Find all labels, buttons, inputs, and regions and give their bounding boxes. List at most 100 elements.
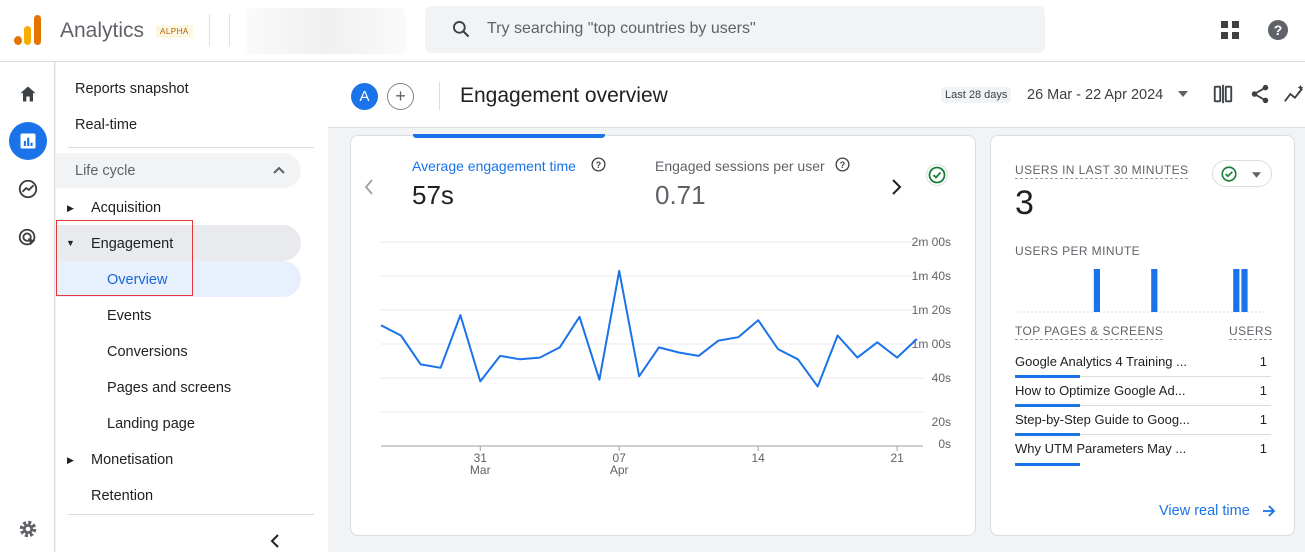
divider	[68, 147, 314, 148]
nav-acquisition[interactable]: Acquisition	[91, 200, 162, 216]
users-cell: 1	[1259, 441, 1267, 456]
page-title-cell: Google Analytics 4 Training ...	[1015, 354, 1187, 369]
divider	[68, 514, 314, 515]
y-tick-label: 40s	[932, 371, 951, 385]
lifecycle-section-header[interactable]: Life cycle	[56, 153, 301, 188]
home-icon	[20, 86, 36, 102]
y-tick-label: 1m 40s	[912, 269, 951, 283]
caret-right-icon[interactable]: ▶	[67, 203, 74, 213]
search-bar[interactable]	[425, 6, 1045, 53]
plus-icon: +	[395, 86, 406, 106]
caret-down-icon[interactable]	[1178, 91, 1188, 97]
add-comparison-button[interactable]: +	[387, 83, 414, 110]
side-nav: Reports snapshot Real-time Life cycle ▶ …	[56, 62, 328, 552]
alpha-badge: ALPHA	[156, 25, 193, 38]
minute-bar[interactable]	[1093, 269, 1100, 312]
divider	[209, 14, 210, 46]
insights-icon[interactable]	[1283, 83, 1305, 105]
collapse-chevron-left-icon[interactable]	[269, 534, 281, 548]
highlight-box	[56, 220, 193, 296]
users-30min-label: USERS IN LAST 30 MINUTES	[1015, 163, 1189, 179]
gear-icon	[19, 520, 37, 538]
x-tick-day: 14	[752, 451, 766, 465]
reports-button[interactable]	[9, 122, 47, 160]
left-rail	[0, 62, 55, 552]
minute-bar[interactable]	[1233, 269, 1240, 312]
minute-bar[interactable]	[1241, 269, 1248, 312]
table-row[interactable]: Why UTM Parameters May ... 1	[1015, 435, 1271, 466]
row-bar	[1015, 463, 1080, 466]
table-row[interactable]: How to Optimize Google Ad... 1	[1015, 377, 1271, 407]
x-tick-month: Apr	[610, 463, 629, 477]
share-icon[interactable]	[1249, 83, 1271, 105]
data-quality-check-icon[interactable]	[925, 163, 949, 187]
help-circle-icon[interactable]: ?	[591, 157, 606, 172]
top-pages-header: TOP PAGES & SCREENS	[1015, 324, 1164, 340]
comparison-avatar[interactable]: A	[351, 83, 378, 110]
y-tick-label: 1m 00s	[912, 337, 951, 351]
svg-text:?: ?	[1274, 22, 1283, 38]
apps-grid-icon[interactable]	[1218, 18, 1242, 42]
table-row[interactable]: Google Analytics 4 Training ... 1	[1015, 348, 1271, 378]
y-tick-label: 0s	[938, 437, 951, 451]
nav-retention[interactable]: Retention	[91, 488, 154, 504]
nav-overview[interactable]: Overview	[107, 272, 168, 288]
nav-overview-row[interactable]	[56, 261, 301, 297]
advertising-button[interactable]	[9, 219, 47, 257]
date-preset-label[interactable]: Last 28 days	[941, 87, 1012, 103]
caret-down-icon	[1252, 172, 1261, 178]
divider	[229, 14, 230, 46]
x-tick-day: 31	[474, 451, 488, 465]
row-bar	[1015, 375, 1080, 378]
page-title: Engagement overview	[460, 84, 668, 107]
divider	[439, 82, 440, 110]
analytics-logo-icon[interactable]	[14, 15, 42, 45]
view-realtime-link[interactable]: View real time	[1159, 503, 1276, 519]
nav-monetisation[interactable]: Monetisation	[91, 452, 174, 468]
engagement-chart-card: Average engagement time ? 57s Engaged se…	[350, 134, 976, 536]
series-line[interactable]	[380, 269, 918, 388]
nav-conversions[interactable]: Conversions	[107, 344, 188, 360]
nav-engagement-row[interactable]	[56, 225, 301, 261]
date-range[interactable]: 26 Mar - 22 Apr 2024	[1027, 87, 1164, 103]
x-tick-day: 07	[613, 451, 627, 465]
help-circle-icon[interactable]: ?	[835, 157, 850, 172]
account-selector[interactable]	[246, 8, 406, 54]
svg-text:?: ?	[840, 160, 845, 170]
check-circle-icon	[1221, 166, 1237, 182]
explore-button[interactable]	[9, 170, 47, 208]
nav-events[interactable]: Events	[107, 308, 152, 324]
table-row[interactable]: Step-by-Step Guide to Goog... 1	[1015, 406, 1271, 436]
chevron-left-icon[interactable]	[364, 179, 374, 195]
search-icon	[453, 21, 470, 38]
chevron-right-icon[interactable]	[891, 178, 903, 196]
compare-columns-icon[interactable]	[1212, 83, 1234, 105]
page-title-cell: How to Optimize Google Ad...	[1015, 383, 1186, 398]
y-tick-label: 20s	[932, 415, 951, 429]
report-header: A + Engagement overview Last 28 days 26 …	[328, 62, 1305, 128]
home-button[interactable]	[9, 75, 47, 113]
users-cell: 1	[1259, 412, 1267, 427]
nav-realtime[interactable]: Real-time	[75, 117, 138, 133]
x-tick-day: 21	[890, 451, 904, 465]
chevron-up-icon	[273, 166, 285, 174]
settings-button[interactable]	[9, 510, 47, 548]
caret-down-icon[interactable]: ▼	[66, 238, 75, 248]
nav-landing-page[interactable]: Landing page	[107, 416, 195, 432]
metric-value: 0.71	[655, 180, 706, 210]
row-bar	[1015, 433, 1080, 436]
row-bar	[1015, 404, 1080, 407]
search-input[interactable]	[487, 16, 1027, 42]
realtime-card: USERS IN LAST 30 MINUTES 3 USERS PER MIN…	[990, 135, 1295, 536]
nav-pages-screens[interactable]: Pages and screens	[107, 380, 232, 396]
caret-right-icon[interactable]: ▶	[67, 455, 74, 465]
minute-bar[interactable]	[1151, 269, 1158, 312]
view-realtime-label: View real time	[1159, 503, 1250, 519]
realtime-status-dropdown[interactable]	[1212, 160, 1272, 187]
nav-engagement[interactable]: Engagement	[91, 236, 174, 252]
app-name: Analytics	[60, 19, 145, 42]
help-icon[interactable]: ?	[1266, 18, 1290, 42]
users-per-minute-bars	[1019, 269, 1265, 313]
nav-reports-snapshot[interactable]: Reports snapshot	[75, 81, 189, 97]
